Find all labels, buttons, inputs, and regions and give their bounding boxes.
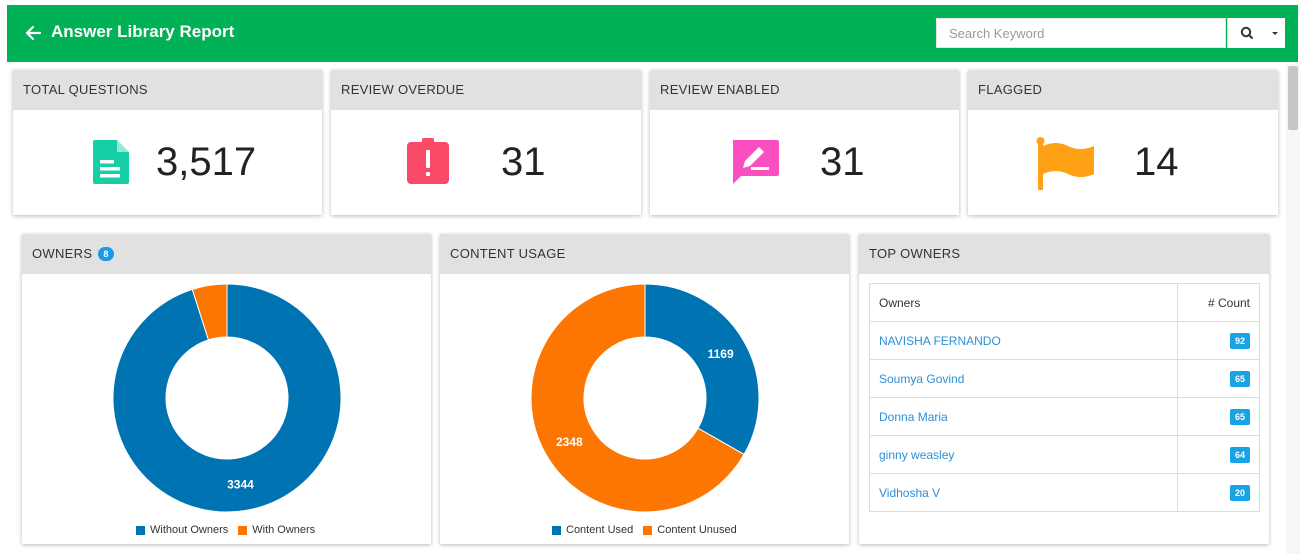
count-badge: 65 [1229,408,1250,425]
legend-label: Content Unused [657,524,737,536]
edit-comment-icon [733,140,779,184]
table-row: NAVISHA FERNANDO 92 [869,321,1260,360]
table-row: Vidhosha V 20 [869,473,1260,512]
count-badge: 64 [1229,446,1250,463]
search-options-dropdown[interactable] [1265,18,1285,48]
back-arrow-icon[interactable] [24,24,42,42]
stat-value: 3,517 [156,140,257,184]
stat-card-total-questions: TOTAL QUESTIONS 3,517 [13,70,322,215]
scrollbar-thumb[interactable] [1288,66,1298,130]
search-button[interactable] [1227,18,1265,48]
owners-panel: OWNERS 8 3344 Without Owners With Owners [22,234,431,544]
stat-card-title: REVIEW ENABLED [650,70,959,110]
column-header-owners[interactable]: Owners [869,283,1178,322]
content-usage-chart-legend: Content Used Content Unused [552,524,747,536]
search-icon [1240,26,1253,39]
legend-item-without-owners[interactable]: Without Owners [136,524,228,536]
content-usage-data-label-1: 2348 [556,435,583,449]
stat-card-title: REVIEW OVERDUE [331,70,641,110]
legend-label: With Owners [252,524,316,536]
owners-panel-header: OWNERS 8 [22,234,431,274]
owner-link[interactable]: Soumya Govind [879,371,965,386]
owner-link[interactable]: Vidhosha V [879,485,941,500]
legend-item-content-used[interactable]: Content Used [552,524,633,536]
table-row: ginny weasley 64 [869,435,1260,474]
page-title: Answer Library Report [51,22,235,41]
legend-item-content-unused[interactable]: Content Unused [643,524,737,536]
table-row: Donna Maria 65 [869,397,1260,436]
panel-title: TOP OWNERS [869,246,961,261]
caret-down-icon [1272,32,1278,35]
legend-item-with-owners[interactable]: With Owners [238,524,315,536]
stat-card-title: TOTAL QUESTIONS [13,70,322,110]
flag-icon [1036,137,1094,190]
owner-link[interactable]: Donna Maria [879,409,948,424]
owners-donut-chart: 3344 [112,283,342,513]
owners-slice-1[interactable] [191,283,228,341]
alert-clipboard-icon [407,138,449,184]
owners-data-label-0: 3344 [227,477,254,491]
table-row: Soumya Govind 65 [869,359,1260,398]
owners-slice-0[interactable] [112,283,342,513]
owner-link[interactable]: NAVISHA FERNANDO [879,333,1001,348]
stat-value: 14 [1134,140,1179,184]
table-header-row: Owners # Count [869,283,1260,322]
stat-card-review-overdue: REVIEW OVERDUE 31 [331,70,641,215]
legend-label: Without Owners [150,524,229,536]
owners-chart-legend: Without Owners With Owners [136,524,325,536]
legend-label: Content Used [566,524,634,536]
content-usage-panel-header: CONTENT USAGE [440,234,849,274]
content-usage-slice-0[interactable] [644,283,760,456]
search-input[interactable] [936,18,1226,48]
top-owners-panel-header: TOP OWNERS [859,234,1269,274]
owners-count-badge: 8 [98,247,114,261]
column-header-count[interactable]: # Count [1177,283,1260,322]
content-usage-donut-chart: 1169 2348 [530,283,760,513]
content-usage-slice-1[interactable] [530,283,745,513]
content-usage-panel: CONTENT USAGE 1169 2348 Content Used Cont… [440,234,849,544]
content-usage-data-label-0: 1169 [708,347,734,361]
top-owners-table: Owners # Count NAVISHA FERNANDO 92 Soumy… [869,283,1260,512]
panel-title: OWNERS [32,246,93,261]
top-owners-panel: TOP OWNERS Owners # Count NAVISHA FERNAN… [859,234,1269,544]
document-icon [93,140,129,184]
stat-card-title: FLAGGED [968,70,1278,110]
panel-title: CONTENT USAGE [450,246,566,261]
top-bar: Answer Library Report [7,5,1298,62]
count-badge: 65 [1229,370,1250,387]
stat-card-review-enabled: REVIEW ENABLED 31 [650,70,959,215]
stat-value: 31 [820,140,865,184]
count-badge: 20 [1229,484,1250,501]
scrollbar-track[interactable] [1286,64,1300,554]
stat-card-flagged: FLAGGED 14 [968,70,1278,215]
owner-link[interactable]: ginny weasley [879,447,955,462]
stat-value: 31 [501,140,546,184]
count-badge: 92 [1229,332,1250,349]
